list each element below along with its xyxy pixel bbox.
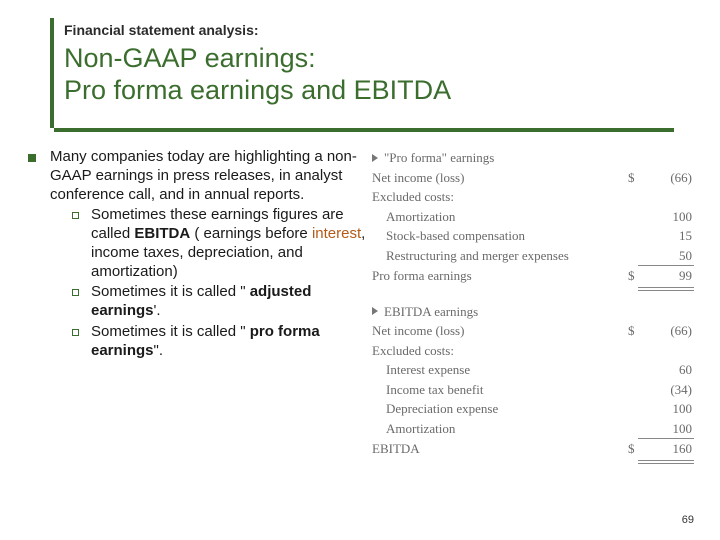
figure-row: Excluded costs:: [372, 341, 694, 361]
figure-row-currency: [628, 360, 638, 380]
figure-row-value: 100: [638, 419, 694, 440]
figure-row-value: (66): [638, 321, 694, 341]
figure-row: Restructuring and merger expenses 50: [372, 246, 694, 267]
hollow-square-icon: [72, 329, 79, 336]
triangle-icon: [372, 307, 378, 315]
figure-row-currency: $: [628, 168, 638, 188]
bullet-level-2: Sometimes these earnings figures are cal…: [72, 206, 368, 281]
figure-row-currency: [628, 380, 638, 400]
body-text: Many companies today are highlighting a …: [28, 148, 368, 364]
figure-row: EBITDA$160: [372, 439, 694, 461]
figure-row: Pro forma earnings$99: [372, 266, 694, 288]
figure-row-label: EBITDA: [372, 439, 628, 461]
sub-bullet-3: Sometimes it is called " pro forma earni…: [91, 323, 368, 361]
section2-title: EBITDA earnings: [384, 302, 478, 322]
sub2-text-a: Sometimes it is called ": [91, 283, 250, 300]
sub3-text-b: ".: [154, 342, 164, 359]
figure-row-currency: $: [628, 439, 638, 461]
figure-row-label: Amortization: [372, 419, 628, 440]
bullet-main: Many companies today are highlighting a …: [50, 148, 368, 360]
figure-row-currency: [628, 419, 638, 440]
figure-row: Net income (loss)$(66): [372, 168, 694, 188]
figure-row-label: Excluded costs:: [372, 187, 628, 207]
earnings-figure: "Pro forma" earnings Net income (loss)$(…: [372, 148, 694, 461]
figure-row-value: 100: [638, 207, 694, 227]
figure-row-label: Depreciation expense: [372, 399, 628, 419]
sub2-text-b: '.: [154, 302, 161, 319]
figure-row-value: 100: [638, 399, 694, 419]
figure-row-value: 50: [638, 246, 694, 267]
figure-row: Depreciation expense 100: [372, 399, 694, 419]
figure-row-currency: [628, 226, 638, 246]
figure-row-label: Interest expense: [372, 360, 628, 380]
sub3-text-a: Sometimes it is called ": [91, 323, 250, 340]
figure-row-currency: [628, 341, 638, 361]
sub-bullet-2: Sometimes it is called " adjusted earnin…: [91, 283, 368, 321]
bullet-level-1: Many companies today are highlighting a …: [28, 148, 368, 360]
figure-row-value: [638, 341, 694, 361]
figure-row-value: 99: [638, 266, 694, 288]
figure-row-currency: [628, 207, 638, 227]
sub1-interest: interest: [312, 225, 361, 242]
figure-row-value: 15: [638, 226, 694, 246]
figure-row-currency: $: [628, 266, 638, 288]
section1-rows: Net income (loss)$(66)Excluded costs:Amo…: [372, 168, 694, 288]
sub1-bold: EBITDA: [134, 225, 190, 242]
figure-row-label: Stock-based compensation: [372, 226, 628, 246]
figure-row: Net income (loss)$(66): [372, 321, 694, 341]
figure-row-currency: [628, 246, 638, 267]
figure-row-currency: $: [628, 321, 638, 341]
figure-row-label: Excluded costs:: [372, 341, 628, 361]
sub1-text-b: ( earnings before: [190, 225, 312, 242]
figure-row: Amortization 100: [372, 207, 694, 227]
figure-section-head-2: EBITDA earnings: [372, 302, 694, 322]
figure-row-currency: [628, 399, 638, 419]
figure-row-label: Amortization: [372, 207, 628, 227]
section2-rows: Net income (loss)$(66)Excluded costs:Int…: [372, 321, 694, 461]
figure-row-label: Net income (loss): [372, 321, 628, 341]
figure-row-value: 60: [638, 360, 694, 380]
figure-row: Amortization 100: [372, 419, 694, 440]
bullet-level-2: Sometimes it is called " pro forma earni…: [72, 323, 368, 361]
title-vertical-rule: [50, 18, 54, 128]
title-line-2: Pro forma earnings and EBITDA: [64, 75, 451, 105]
hollow-square-icon: [72, 212, 79, 219]
title-horizontal-rule: [54, 128, 674, 132]
section1-title: "Pro forma" earnings: [384, 148, 494, 168]
figure-row-label: Restructuring and merger expenses: [372, 246, 628, 267]
figure-row-label: Net income (loss): [372, 168, 628, 188]
figure-row: Interest expense 60: [372, 360, 694, 380]
title-line-1: Non-GAAP earnings:: [64, 43, 316, 73]
slide-title: Non-GAAP earnings: Pro forma earnings an…: [64, 42, 451, 107]
figure-row-label: Pro forma earnings: [372, 266, 628, 288]
page-number: 69: [682, 514, 694, 526]
bullet-main-text: Many companies today are highlighting a …: [50, 148, 357, 203]
bullet-level-2: Sometimes it is called " adjusted earnin…: [72, 283, 368, 321]
figure-row: Excluded costs:: [372, 187, 694, 207]
figure-section-head-1: "Pro forma" earnings: [372, 148, 694, 168]
figure-row: Income tax benefit (34): [372, 380, 694, 400]
hollow-square-icon: [72, 289, 79, 296]
figure-row-value: (66): [638, 168, 694, 188]
figure-row-currency: [628, 187, 638, 207]
sub-bullet-1: Sometimes these earnings figures are cal…: [91, 206, 368, 281]
figure-row: Stock-based compensation 15: [372, 226, 694, 246]
square-bullet-icon: [28, 154, 36, 162]
figure-row-value: (34): [638, 380, 694, 400]
figure-row-value: [638, 187, 694, 207]
figure-row-value: 160: [638, 439, 694, 461]
figure-row-label: Income tax benefit: [372, 380, 628, 400]
pretitle: Financial statement analysis:: [64, 22, 259, 38]
triangle-icon: [372, 154, 378, 162]
